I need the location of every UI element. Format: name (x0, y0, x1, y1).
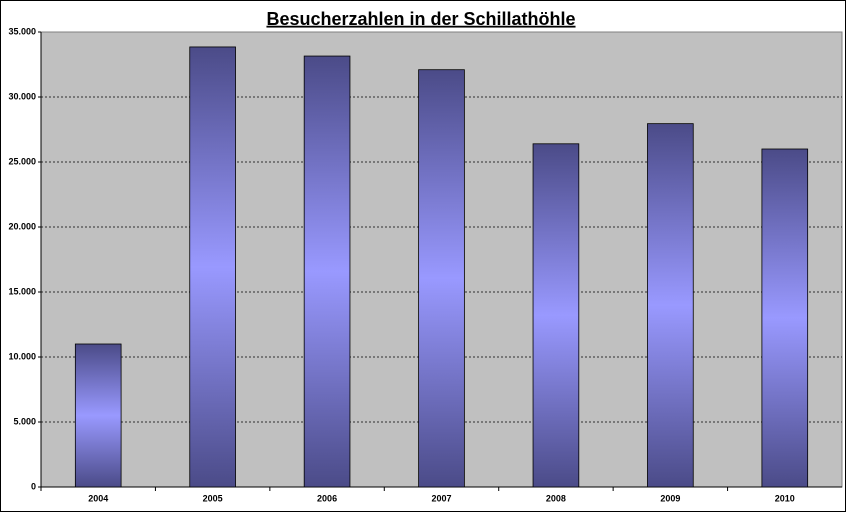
x-tick-label: 2010 (775, 493, 795, 503)
y-tick-label: 25.000 (8, 156, 36, 166)
y-tick-label: 35.000 (8, 26, 36, 36)
y-tick-label: 15.000 (8, 286, 36, 296)
bar (532, 143, 580, 488)
x-tick-label: 2004 (88, 493, 108, 503)
y-tick-label: 5.000 (13, 416, 36, 426)
bar (418, 69, 465, 488)
y-tick-label: 30.000 (8, 91, 36, 101)
y-tick-label: 0 (31, 481, 36, 491)
bar (189, 46, 236, 488)
y-tick-label: 10.000 (8, 351, 36, 361)
x-tick-label: 2008 (546, 493, 566, 503)
bar (74, 343, 122, 488)
y-tick-label: 20.000 (8, 221, 36, 231)
bar (761, 148, 809, 488)
x-tick-label: 2007 (431, 493, 451, 503)
bar (647, 123, 694, 488)
chart-title: Besucherzahlen in der Schillathöhle (266, 9, 575, 29)
x-tick-label: 2005 (203, 493, 223, 503)
bar (303, 55, 351, 488)
x-tick-label: 2009 (660, 493, 680, 503)
x-tick-label: 2006 (317, 493, 337, 503)
